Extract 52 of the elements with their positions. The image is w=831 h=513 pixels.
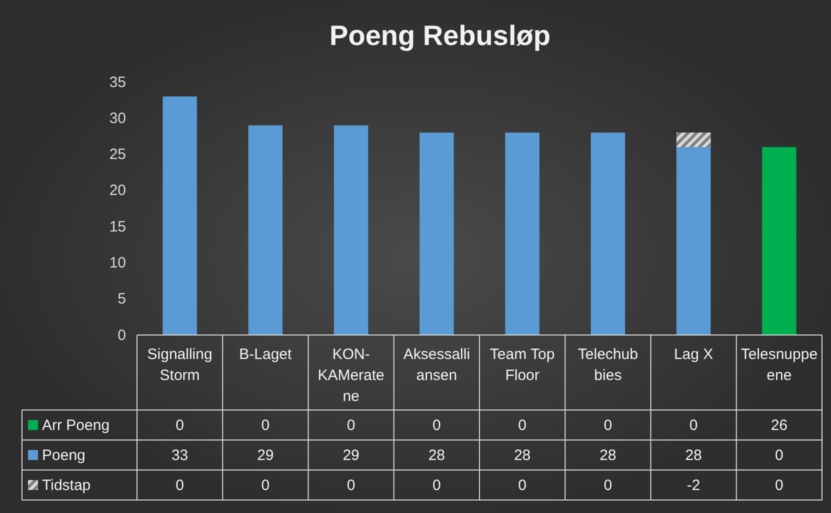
x-tick-label: KON-KAMerate ne (318, 346, 384, 405)
data-label: 0 (346, 477, 356, 494)
y-tick-label: 10 (109, 254, 126, 272)
data-label: 0 (176, 477, 184, 494)
legend-label: Poeng (42, 447, 86, 464)
y-tick-label: 30 (109, 110, 126, 127)
x-tick-label: Signalling Storm (147, 346, 212, 384)
data-label: 0 (689, 417, 698, 434)
data-label: 0 (604, 417, 612, 434)
x-tick-label: Telechub bies (578, 346, 638, 384)
bar (420, 132, 454, 335)
y-tick-label: 20 (109, 182, 126, 200)
x-tick-label: B-Laget (239, 346, 293, 363)
data-label: 28 (428, 447, 446, 464)
data-label: 28 (514, 447, 531, 464)
bar (676, 132, 711, 148)
data-label: 0 (432, 417, 441, 434)
y-tick-label: 15 (109, 218, 126, 236)
x-tick-label: Team Top Floor (490, 346, 555, 384)
bar (248, 125, 283, 335)
bar (590, 132, 626, 335)
data-label: 29 (342, 447, 360, 464)
bar (334, 125, 368, 335)
y-tick-label: 25 (109, 146, 126, 164)
data-label: 0 (518, 477, 526, 494)
legend-label: Tidstap (42, 477, 91, 494)
data-label: 0 (261, 477, 270, 494)
data-label: 28 (600, 447, 616, 464)
x-tick-label: Telesnuppe ene (740, 346, 818, 384)
y-tick-label: 35 (109, 74, 126, 91)
data-label: 0 (346, 417, 356, 434)
y-tick-label: 5 (118, 290, 126, 308)
data-label: 0 (775, 477, 784, 494)
data-label: 0 (176, 417, 184, 434)
data-label: 0 (261, 417, 270, 434)
data-label: 0 (604, 477, 612, 494)
chart-title: Poeng Rebusløp (330, 20, 550, 51)
bar (762, 147, 796, 335)
x-tick-label: Aksessalli ansen (403, 346, 470, 384)
data-label: 26 (770, 417, 788, 434)
data-label: 0 (775, 447, 784, 464)
data-label: 28 (685, 447, 702, 464)
data-label: 33 (171, 447, 188, 464)
data-label: -2 (686, 477, 700, 494)
legend-label: Arr Poeng (42, 417, 110, 434)
data-label: 29 (257, 447, 274, 464)
data-label: 0 (432, 477, 441, 494)
bar (162, 96, 197, 335)
data-label: 0 (518, 417, 526, 434)
x-tick-label: Lag X (674, 346, 714, 363)
y-tick-label: 0 (118, 326, 126, 344)
bar (505, 132, 540, 335)
